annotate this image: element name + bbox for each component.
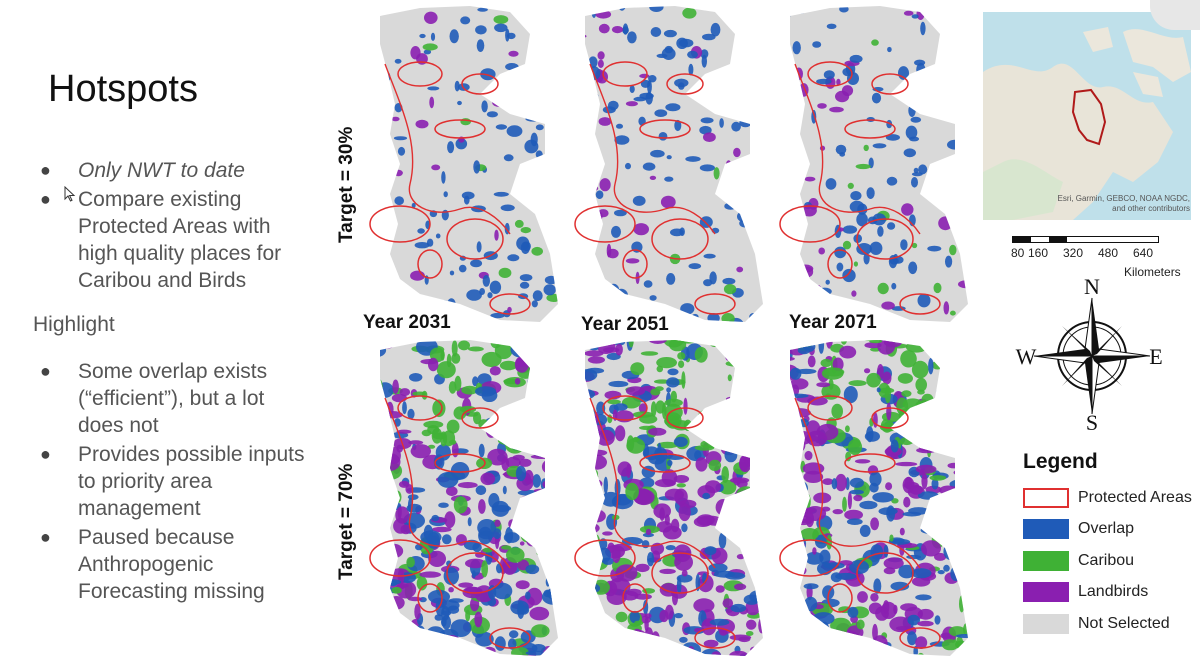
- scale-tick: 80: [1011, 246, 1025, 260]
- map-attribution: Esri, Garmin, GEBCO, NOAA NGDC, and othe…: [1057, 194, 1190, 213]
- inset-map-graphic: [983, 12, 1191, 220]
- slide-title: Hotspots: [48, 68, 198, 110]
- bullet-item: ● Provides possible inputs to priority ar…: [40, 443, 305, 520]
- map-2031-target70: [369, 340, 558, 656]
- legend-swatch: [1023, 519, 1069, 539]
- bullet-dot-icon: ●: [40, 444, 51, 464]
- scale-bar: [1012, 236, 1159, 243]
- legend-title: Legend: [1023, 450, 1098, 473]
- bullet-dot-icon: ●: [40, 361, 51, 381]
- bullet-list-bottom: ● Some overlap exists (“efficient”), but …: [40, 358, 315, 607]
- legend-item-overlap: Overlap: [1023, 518, 1134, 540]
- bullet-dot-icon: ●: [40, 527, 51, 547]
- highlight-subheading: Highlight: [33, 313, 115, 336]
- year-2051-label: Year 2051: [581, 314, 669, 335]
- inset-locator-map: [983, 12, 1191, 220]
- compass-w: W: [1016, 344, 1037, 369]
- scale-tick: 320: [1063, 246, 1084, 260]
- legend-swatch: [1023, 614, 1069, 634]
- map-2051-target30: [574, 6, 763, 322]
- compass-rose-icon: N S W E: [1016, 274, 1163, 435]
- map-2071-target30: [779, 6, 968, 322]
- bullet-item: ● Some overlap exists (“efficient”), but …: [40, 360, 268, 437]
- bullet-item: ● Compare existing Protected Areas with h…: [40, 188, 282, 292]
- map-2071-target70: [779, 340, 968, 656]
- bullet-list-top: ● Only NWT to date ● Compare existing Prot…: [40, 157, 315, 296]
- scale-tick: 640: [1133, 246, 1154, 260]
- legend-item-caribou: Caribou: [1023, 550, 1134, 572]
- scale-unit: Kilometers: [1124, 265, 1181, 279]
- bullet-item: ● Only NWT to date: [40, 159, 245, 182]
- map-2051-target70: [574, 340, 763, 656]
- legend-item-landbirds: Landbirds: [1023, 581, 1148, 603]
- bullet-item: ● Paused because Anthropogenic Forecastin…: [40, 526, 265, 603]
- legend-swatch: [1023, 582, 1069, 602]
- legend-item-protected-areas: Protected Areas: [1023, 487, 1192, 509]
- bullet-dot-icon: ●: [40, 160, 51, 180]
- map-2031-target30: [369, 6, 558, 322]
- compass-e: E: [1149, 344, 1162, 369]
- legend-swatch: [1023, 551, 1069, 571]
- compass-n: N: [1084, 274, 1100, 299]
- legend-swatch: [1023, 488, 1069, 508]
- scale-tick: 480: [1098, 246, 1119, 260]
- compass-s: S: [1086, 410, 1098, 435]
- scale-tick: 160: [1028, 246, 1049, 260]
- year-2071-label: Year 2071: [789, 312, 877, 333]
- bullet-dot-icon: ●: [40, 189, 51, 209]
- year-2031-label: Year 2031: [363, 312, 451, 333]
- target-70-label: Target = 70%: [336, 463, 357, 580]
- legend-item-not-selected: Not Selected: [1023, 613, 1170, 635]
- mouse-cursor-icon: [64, 186, 76, 202]
- target-30-label: Target = 30%: [336, 126, 357, 243]
